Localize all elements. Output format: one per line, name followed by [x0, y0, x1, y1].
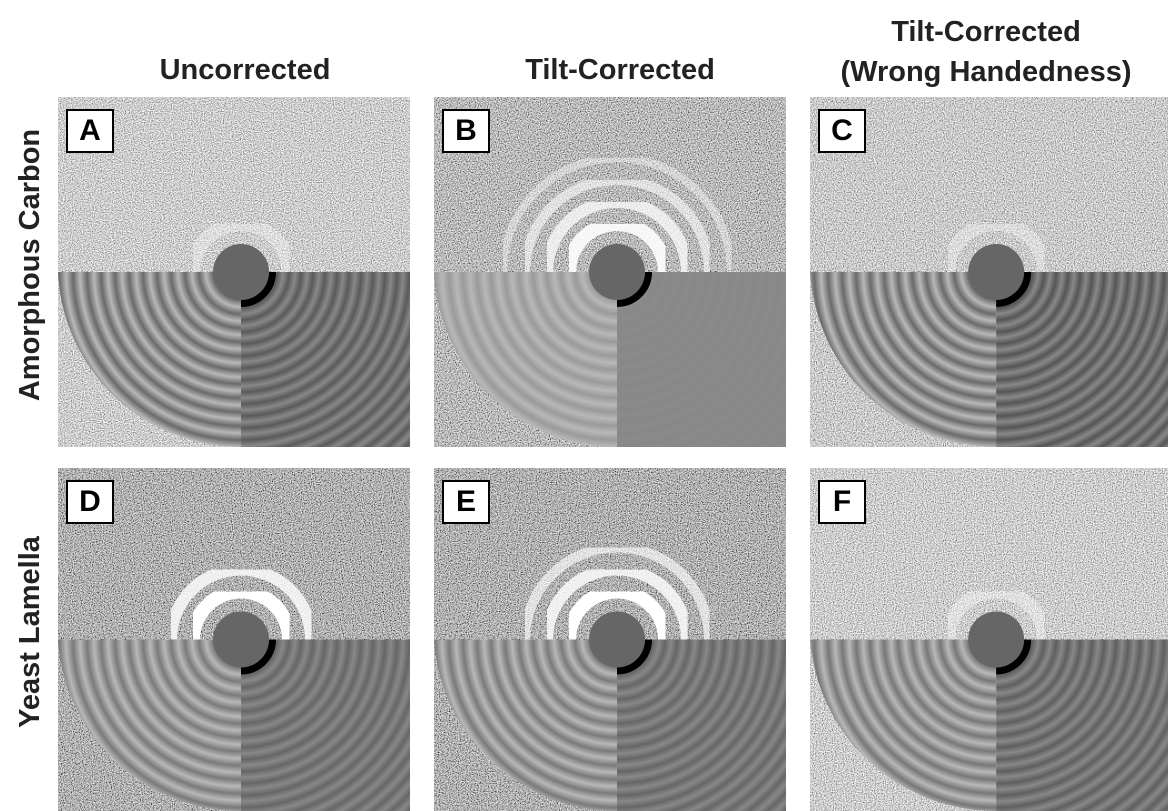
column-header: Tilt-Corrected: [786, 12, 1168, 52]
panel-letter: D: [66, 480, 114, 524]
row-label: Amorphous Carbon: [10, 65, 50, 465]
panel: D: [58, 468, 410, 811]
column-header: Uncorrected: [45, 50, 445, 90]
panel-letter: E: [442, 480, 490, 524]
panel-letter: F: [818, 480, 866, 524]
column-header: (Wrong Handedness): [786, 52, 1168, 92]
panel: C: [810, 97, 1168, 447]
panel-letter: B: [442, 109, 490, 153]
panel-letter: C: [818, 109, 866, 153]
figure: UncorrectedTilt-CorrectedTilt-Corrected(…: [0, 0, 1168, 811]
column-header: Tilt-Corrected: [420, 50, 820, 90]
panel: F: [810, 468, 1168, 811]
row-label: Yeast Lamella: [10, 432, 50, 811]
panel-letter: A: [66, 109, 114, 153]
panel: E: [434, 468, 786, 811]
panel: A: [58, 97, 410, 447]
panel: B: [434, 97, 786, 447]
